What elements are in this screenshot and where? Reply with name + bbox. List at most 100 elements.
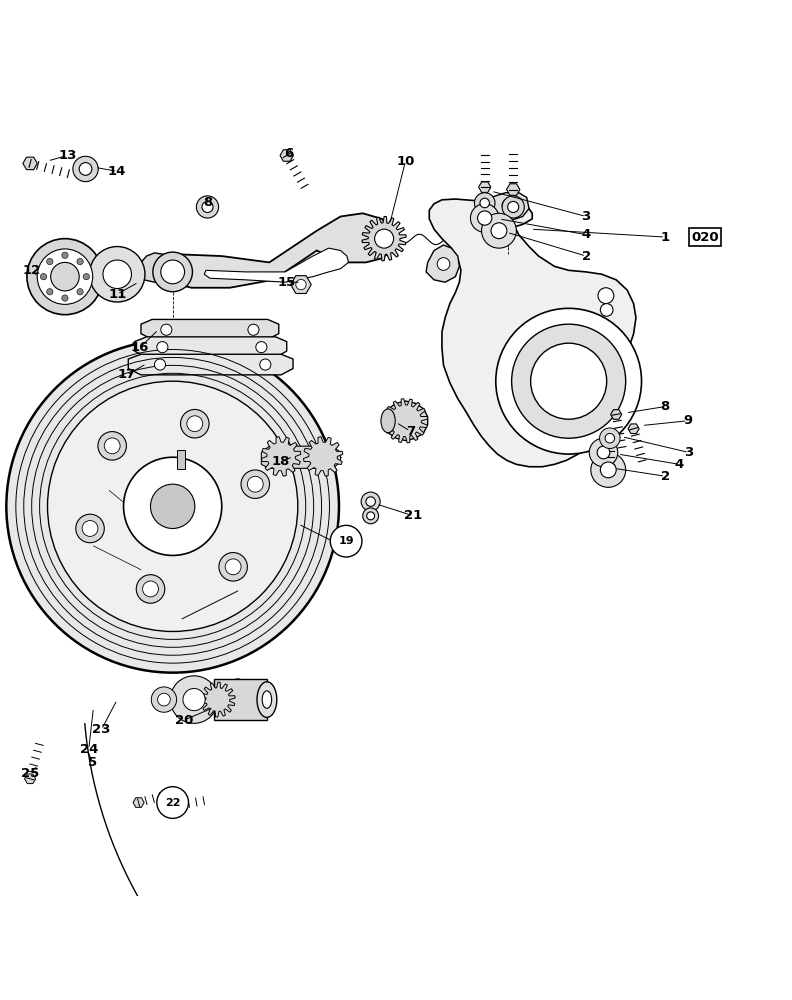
Circle shape — [143, 581, 158, 597]
Polygon shape — [204, 248, 348, 282]
Text: 14: 14 — [108, 165, 127, 178]
Circle shape — [296, 279, 307, 290]
Text: 020: 020 — [691, 231, 718, 244]
Polygon shape — [489, 193, 529, 220]
Circle shape — [183, 688, 205, 711]
Circle shape — [597, 446, 610, 459]
Circle shape — [124, 457, 222, 555]
Circle shape — [40, 273, 47, 280]
Polygon shape — [291, 276, 311, 293]
Text: 4: 4 — [675, 458, 684, 471]
Polygon shape — [362, 216, 406, 261]
Circle shape — [153, 252, 192, 292]
Text: 15: 15 — [277, 276, 296, 289]
Circle shape — [502, 196, 524, 218]
Circle shape — [77, 289, 83, 295]
Polygon shape — [128, 354, 293, 375]
Polygon shape — [429, 197, 636, 467]
Polygon shape — [611, 410, 622, 419]
Circle shape — [502, 199, 515, 212]
Text: 9: 9 — [683, 414, 692, 427]
Ellipse shape — [262, 691, 272, 708]
Text: 1: 1 — [661, 231, 670, 244]
Circle shape — [248, 324, 259, 335]
Polygon shape — [386, 401, 428, 441]
Circle shape — [77, 258, 83, 265]
Circle shape — [256, 342, 267, 353]
Circle shape — [366, 497, 375, 506]
Circle shape — [496, 308, 642, 454]
Circle shape — [47, 258, 53, 265]
Circle shape — [202, 201, 213, 213]
Circle shape — [51, 262, 79, 291]
Circle shape — [437, 258, 450, 270]
Text: 6: 6 — [284, 147, 294, 160]
Circle shape — [512, 324, 626, 438]
Circle shape — [225, 559, 241, 575]
Text: 23: 23 — [92, 723, 111, 736]
Circle shape — [480, 198, 489, 208]
Text: 19: 19 — [338, 536, 354, 546]
Circle shape — [478, 211, 492, 225]
Circle shape — [363, 508, 379, 524]
Ellipse shape — [226, 679, 249, 720]
Polygon shape — [200, 682, 235, 717]
Circle shape — [508, 201, 519, 213]
Circle shape — [219, 553, 247, 581]
Circle shape — [98, 432, 127, 460]
Circle shape — [62, 295, 68, 301]
Text: 24: 24 — [79, 743, 98, 756]
Circle shape — [375, 229, 394, 248]
Circle shape — [79, 163, 92, 175]
Text: 16: 16 — [131, 341, 150, 354]
Polygon shape — [161, 802, 172, 812]
Polygon shape — [628, 424, 639, 434]
Bar — [177, 450, 185, 469]
Circle shape — [598, 288, 614, 304]
Circle shape — [600, 462, 616, 478]
Circle shape — [157, 787, 188, 818]
Circle shape — [196, 196, 219, 218]
Circle shape — [103, 260, 131, 289]
Circle shape — [136, 575, 165, 603]
Circle shape — [154, 359, 166, 370]
Circle shape — [89, 247, 145, 302]
Text: 8: 8 — [661, 400, 670, 413]
Circle shape — [6, 340, 339, 673]
Circle shape — [605, 433, 615, 443]
Circle shape — [47, 289, 53, 295]
Polygon shape — [133, 798, 144, 807]
Circle shape — [170, 676, 218, 723]
Polygon shape — [25, 774, 36, 784]
Text: 22: 22 — [165, 798, 181, 808]
Circle shape — [27, 239, 103, 315]
Polygon shape — [426, 245, 459, 282]
Circle shape — [161, 260, 185, 284]
Text: 4: 4 — [581, 228, 591, 241]
Circle shape — [76, 514, 105, 543]
Circle shape — [82, 521, 98, 536]
Polygon shape — [478, 182, 491, 192]
Circle shape — [591, 452, 626, 487]
Text: 2: 2 — [581, 250, 591, 263]
Circle shape — [105, 438, 120, 454]
Polygon shape — [303, 437, 343, 476]
Circle shape — [531, 343, 607, 419]
Circle shape — [330, 525, 362, 557]
Polygon shape — [383, 399, 428, 443]
Ellipse shape — [381, 409, 395, 433]
Circle shape — [181, 409, 209, 438]
Circle shape — [158, 693, 170, 706]
Text: 12: 12 — [22, 264, 41, 277]
Polygon shape — [139, 253, 178, 282]
Text: 13: 13 — [58, 149, 77, 162]
Text: 3: 3 — [581, 210, 591, 223]
Polygon shape — [604, 433, 616, 444]
Text: 21: 21 — [404, 509, 423, 522]
Circle shape — [367, 512, 375, 520]
Polygon shape — [214, 679, 267, 720]
Circle shape — [260, 359, 271, 370]
Text: 20: 20 — [174, 714, 193, 727]
Circle shape — [491, 223, 507, 239]
Circle shape — [83, 273, 89, 280]
